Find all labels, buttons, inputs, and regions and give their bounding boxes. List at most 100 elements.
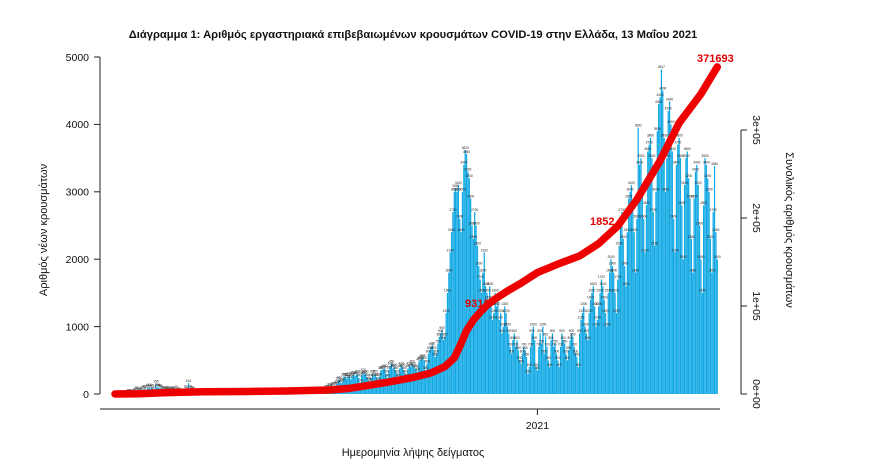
bar-value-label: 350 bbox=[535, 366, 541, 370]
daily-cases-bar bbox=[609, 272, 611, 394]
y2-axis-tick-label: 2e+05 bbox=[750, 203, 762, 233]
bar-value-label: 3050 bbox=[452, 184, 459, 188]
daily-cases-bar bbox=[536, 370, 539, 394]
bar-value-label: 700 bbox=[551, 343, 557, 347]
daily-cases-bar bbox=[697, 185, 699, 394]
daily-cases-bar bbox=[562, 340, 564, 394]
bar-value-label: 1900 bbox=[609, 262, 616, 266]
daily-cases-bar bbox=[543, 353, 545, 394]
daily-cases-bar bbox=[487, 299, 489, 394]
daily-cases-bar bbox=[615, 313, 618, 394]
daily-cases-bar bbox=[658, 104, 660, 395]
daily-cases-bar bbox=[667, 110, 669, 395]
bar-value-label: 1100 bbox=[594, 316, 601, 320]
bar-value-label: 50 bbox=[151, 386, 155, 390]
daily-cases-bar bbox=[576, 356, 578, 394]
daily-cases-bar bbox=[645, 205, 648, 394]
daily-cases-bar bbox=[656, 131, 658, 394]
bar-value-label: 1400 bbox=[485, 295, 492, 299]
bar-value-label: 180 bbox=[367, 378, 373, 382]
bar-value-label: 3200 bbox=[466, 174, 473, 178]
bar-value-label: 3300 bbox=[464, 167, 471, 171]
bar-value-label: 850 bbox=[437, 333, 443, 337]
bar-value-label: 3600 bbox=[684, 147, 691, 151]
daily-cases-bar bbox=[617, 279, 619, 394]
bar-value-label: 2400 bbox=[458, 228, 465, 232]
bar-value-label: 290 bbox=[351, 370, 357, 374]
y-axis: 0 1000 2000 3000 4000 5000 bbox=[66, 52, 101, 401]
bar-value-label: 1800 bbox=[445, 268, 452, 272]
bar-value-label: 62 bbox=[165, 386, 169, 390]
daily-cases-bar bbox=[621, 212, 623, 394]
daily-cases-bar bbox=[482, 272, 484, 394]
daily-cases-bar bbox=[459, 218, 461, 394]
bar-value-label: 2100 bbox=[671, 248, 678, 252]
bar-value-label: 200 bbox=[336, 376, 342, 380]
bar-value-label: 1500 bbox=[699, 289, 706, 293]
daily-cases-bar bbox=[564, 343, 566, 394]
bar-value-label: 3100 bbox=[455, 181, 462, 185]
daily-cases-bar bbox=[638, 164, 641, 394]
bar-value-label: 400 bbox=[576, 363, 582, 367]
daily-cases-bar bbox=[415, 369, 417, 394]
bar-value-label: 1600 bbox=[486, 282, 493, 286]
daily-cases-bar bbox=[570, 333, 573, 394]
bar-value-label: 1500 bbox=[597, 289, 604, 293]
daily-cases-bar bbox=[611, 265, 613, 394]
bar-value-label: 50 bbox=[162, 386, 166, 390]
bar-value-label: 2100 bbox=[642, 248, 649, 252]
bar-value-label: 250 bbox=[396, 373, 402, 377]
bar-value-label: 170 bbox=[358, 378, 364, 382]
bar-value-label: 1000 bbox=[530, 322, 537, 326]
daily-cases-bar bbox=[641, 191, 643, 394]
bar-value-label: 190 bbox=[375, 377, 381, 381]
bar-value-label: 3500 bbox=[663, 154, 670, 158]
bar-value-label: 100 bbox=[155, 383, 161, 387]
bar-value-label: 650 bbox=[522, 346, 528, 350]
bar-value-label: 1200 bbox=[602, 309, 609, 313]
bar-value-label: 1500 bbox=[588, 289, 595, 293]
bar-value-label: 95 bbox=[150, 383, 154, 387]
bar-value-label: 2600 bbox=[633, 215, 640, 219]
bar-value-label: 950 bbox=[439, 326, 445, 330]
bar-value-label: 4340 bbox=[666, 97, 673, 101]
daily-cases-bar bbox=[692, 272, 694, 394]
bar-value-label: 600 bbox=[563, 349, 569, 353]
bar-value-label: 240 bbox=[356, 374, 362, 378]
daily-cases-bar bbox=[534, 340, 536, 394]
bar-value-label: 550 bbox=[433, 353, 439, 357]
cumulative-annotation: 371693 bbox=[697, 53, 734, 65]
daily-cases-bar bbox=[414, 368, 416, 394]
daily-cases-bar bbox=[703, 205, 705, 394]
daily-cases-bar bbox=[675, 164, 678, 394]
bar-value-label: 3100 bbox=[695, 181, 702, 185]
bar-value-label: 450 bbox=[424, 359, 430, 363]
bar-value-label: 700 bbox=[513, 343, 519, 347]
bar-value-label: 400 bbox=[557, 363, 563, 367]
daily-cases-bar bbox=[449, 252, 451, 394]
bar-value-label: 650 bbox=[431, 346, 437, 350]
daily-cases-bar bbox=[441, 329, 443, 394]
daily-cases-bar bbox=[715, 232, 717, 394]
daily-cases-bar bbox=[623, 265, 626, 394]
bar-value-label: 270 bbox=[352, 372, 358, 376]
daily-cases-bar bbox=[485, 286, 487, 394]
bar-value-label: 300 bbox=[370, 370, 376, 374]
bar-value-label: 500 bbox=[546, 356, 552, 360]
chart-title: Διάγραμμα 1: Αριθμός εργαστηριακά επιβεβ… bbox=[129, 29, 698, 41]
bar-value-label: 2800 bbox=[643, 201, 650, 205]
bar-value-label: 420 bbox=[411, 361, 417, 365]
bar-value-label: 56 bbox=[170, 386, 174, 390]
daily-cases-bar bbox=[690, 238, 693, 394]
daily-cases-bar bbox=[397, 377, 400, 394]
daily-cases-bar bbox=[426, 363, 428, 394]
daily-cases-bar bbox=[480, 292, 483, 394]
bar-value-label: 900 bbox=[559, 329, 565, 333]
daily-cases-bar bbox=[538, 346, 540, 394]
bar-value-label: 3000 bbox=[451, 188, 458, 192]
bar-value-label: 900 bbox=[512, 329, 518, 333]
bar-value-label: 55 bbox=[166, 386, 170, 390]
bar-value-label: 600 bbox=[509, 349, 515, 353]
x-axis-title: Ημερομηνία λήψης δείγματος bbox=[342, 447, 485, 459]
daily-cases-bar bbox=[478, 265, 480, 394]
